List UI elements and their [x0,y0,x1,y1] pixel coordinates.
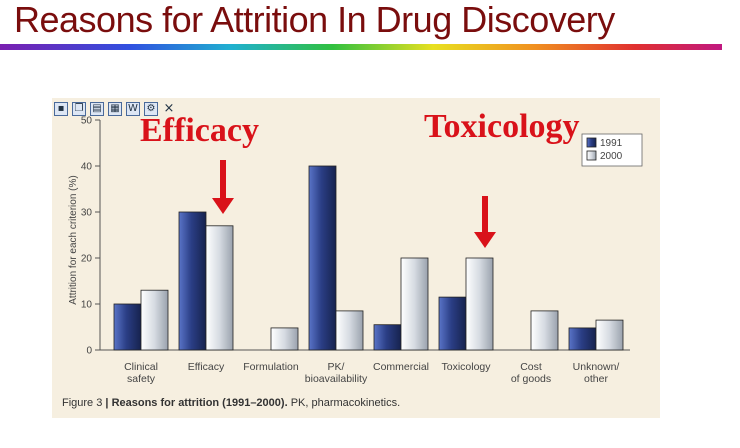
settings-icon[interactable]: ⚙ [144,102,158,116]
y-tick-label-10: 10 [81,300,93,311]
toxicology-arrow-icon-head [474,232,496,248]
bar-1991-7 [568,327,597,351]
toxicology-annotation: Toxicology [424,108,580,145]
legend-swatch-2000 [586,150,597,161]
bar-2000-7 [595,319,624,351]
print-icon[interactable]: ▤ [90,102,104,116]
legend-label-1991: 1991 [600,138,623,149]
y-tick-label-30: 30 [81,208,93,219]
toxicology-arrow-icon-shaft [482,196,488,234]
legend-swatch-1991 [586,137,597,148]
copy-icon[interactable]: ❐ [72,102,86,116]
caption-rest-text: PK, pharmacokinetics. [290,397,401,409]
bar-2000-2 [270,327,299,351]
bar-2000-5 [465,257,494,351]
bar-1991-0 [113,303,142,351]
x-tick-label-3-0: PK/ [328,361,345,373]
bar-1991-3 [308,165,337,351]
figure-panel [52,98,660,418]
x-tick-label-4-0: Commercial [373,361,429,373]
close-icon[interactable]: × [163,101,175,116]
caption-separator: | [105,397,109,409]
x-tick-label-0-1: safety [127,373,156,385]
efficacy-annotation: Efficacy [140,112,259,149]
bar-1991-4 [373,324,402,351]
rainbow-divider [0,44,722,50]
save-icon[interactable]: ▪ [54,102,68,116]
word-icon[interactable]: W [126,102,140,116]
efficacy-arrow-icon-shaft [220,160,226,200]
bar-2000-4 [400,257,429,351]
caption-bold-text: Reasons for attrition (1991–2000). [111,397,288,409]
x-tick-label-5-0: Toxicology [441,361,491,373]
x-tick-label-6-1: of goods [511,373,551,385]
figure-caption: Figure 3 | Reasons for attrition (1991–2… [62,397,400,409]
x-tick-label-0-0: Clinical [124,361,158,373]
figure-toolbar: ▪ ❐ ▤ ▦ W ⚙ × [54,100,176,118]
bar-1991-5 [438,296,467,351]
x-tick-label-2-0: Formulation [243,361,299,373]
x-tick-label-6-0: Cost [520,361,542,373]
caption-figure-number: Figure 3 [62,397,103,409]
preview-icon[interactable]: ▦ [108,102,122,116]
y-tick-label-40: 40 [81,162,93,173]
efficacy-arrow-icon-head [212,198,234,214]
bar-2000-0 [140,289,169,351]
legend-label-2000: 2000 [600,151,623,162]
y-tick-label-20: 20 [81,254,93,265]
y-tick-label-0: 0 [86,346,92,357]
x-tick-label-7-0: Unknown/ [573,361,620,373]
slide-title: Reasons for Attrition In Drug Discovery [14,0,615,40]
bar-2000-1 [205,225,234,351]
x-tick-label-7-1: other [584,373,608,385]
bar-2000-6 [530,310,559,351]
y-axis-label: Attrition for each criterion (%) [68,175,79,305]
y-tick-label-50: 50 [81,116,93,127]
bar-1991-1 [178,211,207,351]
x-tick-label-1-0: Efficacy [188,361,225,373]
x-tick-label-3-1: bioavailability [305,373,368,385]
bar-2000-3 [335,310,364,351]
